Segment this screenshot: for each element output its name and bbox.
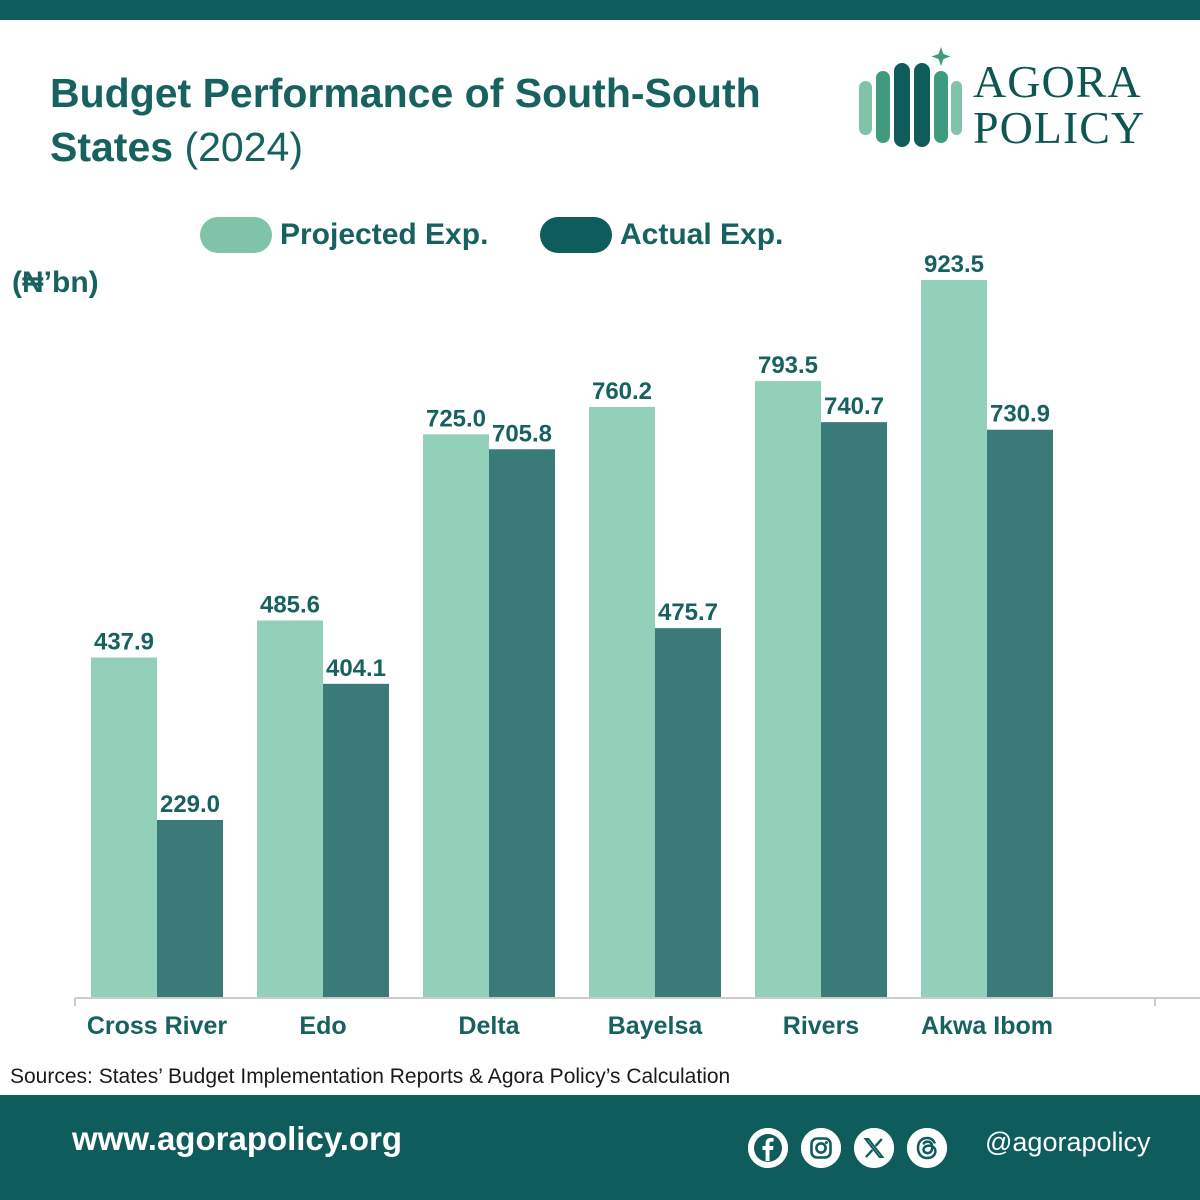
data-label-projected: 793.5 [758,352,818,379]
legend-item-actual: Actual Exp. [540,212,783,258]
bar-actual [821,422,887,998]
x-icon[interactable] [854,1128,894,1168]
data-label-actual: 730.9 [990,401,1050,428]
data-label-actual: 475.7 [658,599,718,626]
x-tick-label: Cross River [87,1012,228,1040]
y-axis-unit-label: (₦’bn) [12,266,99,299]
bar-actual [489,449,555,999]
logo-mark-icon [859,47,962,147]
legend-label-projected: Projected Exp. [280,218,489,251]
data-label-projected: 485.6 [260,591,320,618]
bar-actual [987,429,1053,998]
data-label-actual: 705.8 [492,420,552,447]
x-tick-label: Delta [458,1012,520,1040]
legend-swatch-actual [540,217,612,253]
data-label-projected: 760.2 [592,378,652,405]
legend-swatch-projected [200,217,272,253]
x-tick-label: Edo [299,1012,346,1040]
footer-bar [0,1095,1200,1200]
bar-projected [921,280,987,998]
bar-actual [655,628,721,998]
data-label-actual: 229.0 [160,791,220,818]
data-label-projected: 725.0 [426,405,486,432]
x-tick-label: Akwa Ibom [921,1012,1053,1040]
data-label-projected: 923.5 [924,251,984,278]
social-handle[interactable]: @agorapolicy [985,1127,1151,1157]
logo-line-1: AGORA [973,56,1142,107]
website-link[interactable]: www.agorapolicy.org [72,1120,403,1157]
title-year: (2024) [184,124,303,170]
bar-projected [755,381,821,998]
x-tick-label: Rivers [783,1012,859,1040]
agora-policy-logo: AGORA POLICY [855,45,1175,155]
social-icons [748,1128,960,1168]
facebook-icon[interactable] [748,1128,788,1168]
bar-projected [423,434,489,998]
x-tick-label: Bayelsa [608,1012,704,1040]
legend-label-actual: Actual Exp. [620,218,784,251]
data-label-actual: 404.1 [326,655,386,682]
instagram-icon[interactable] [801,1128,841,1168]
source-note: Sources: States’ Budget Implementation R… [10,1065,731,1088]
threads-icon[interactable] [907,1128,947,1168]
logo-line-2: POLICY [973,102,1146,153]
bar-actual [157,819,223,998]
logo-wordmark: AGORA POLICY [973,59,1145,151]
title-main: Budget Performance of South-South States [50,70,761,170]
bar-projected [589,406,655,998]
bar-projected [257,620,323,998]
data-label-projected: 437.9 [94,629,154,656]
legend-item-projected: Projected Exp. [200,212,488,258]
bar-projected [91,657,157,998]
page-title: Budget Performance of South-South States… [50,66,850,174]
bar-actual [323,683,389,998]
top-bar [0,0,1200,20]
data-label-actual: 740.7 [824,393,884,420]
